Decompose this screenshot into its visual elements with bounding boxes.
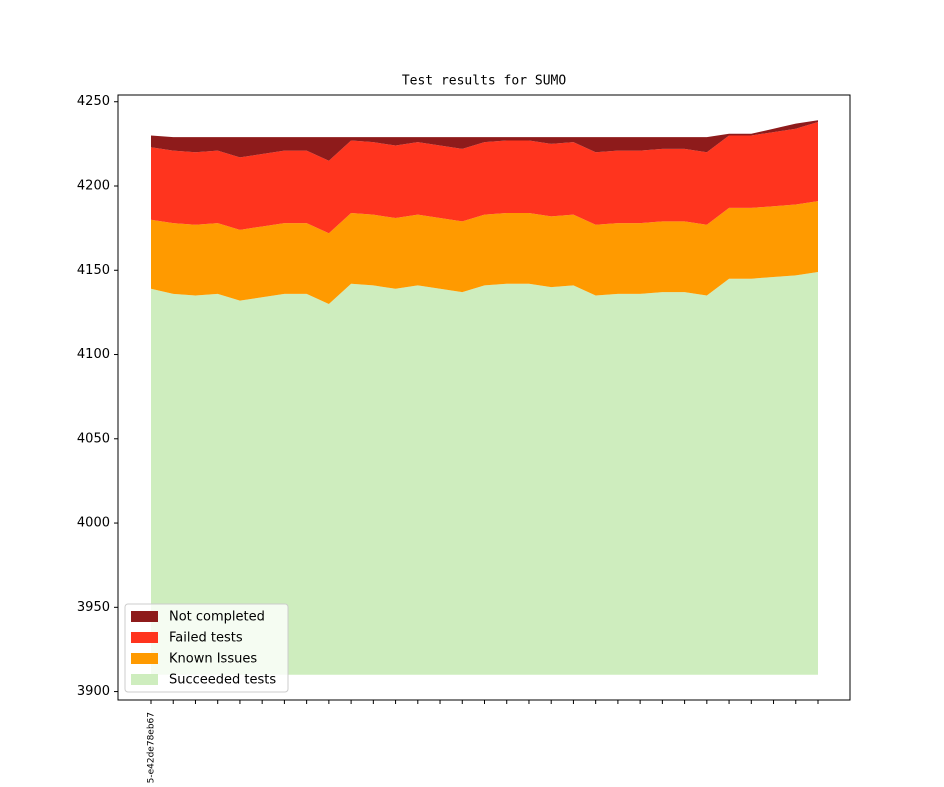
legend-swatch — [131, 653, 158, 664]
area — [151, 121, 818, 234]
legend-label: Known Issues — [169, 652, 257, 667]
x-tick-label: 5-e42de78eb67 — [147, 712, 157, 783]
legend-swatch — [131, 611, 158, 622]
area — [151, 201, 818, 304]
legend: Not completed Failed tests Known Issues Suc… — [124, 603, 289, 693]
y-tick-label: 4250 — [77, 94, 110, 109]
legend-label: Not completed — [169, 610, 265, 625]
legend-swatch — [131, 632, 158, 643]
legend-box — [124, 603, 289, 693]
y-tick-label: 4100 — [77, 347, 110, 362]
legend-label: Failed tests — [169, 631, 243, 646]
y-tick-label: 4000 — [77, 516, 110, 531]
legend-label: Succeeded tests — [169, 673, 276, 688]
chart-title: Test results for SUMO — [402, 74, 567, 89]
legend-swatch — [131, 674, 158, 685]
y-tick-label: 4150 — [77, 263, 110, 278]
y-tick-label: 3950 — [77, 600, 110, 615]
y-tick-label: 4200 — [77, 179, 110, 194]
area — [151, 271, 818, 675]
area — [151, 120, 818, 161]
y-tick-label: 3900 — [77, 684, 110, 699]
y-tick-label: 4050 — [77, 431, 110, 446]
